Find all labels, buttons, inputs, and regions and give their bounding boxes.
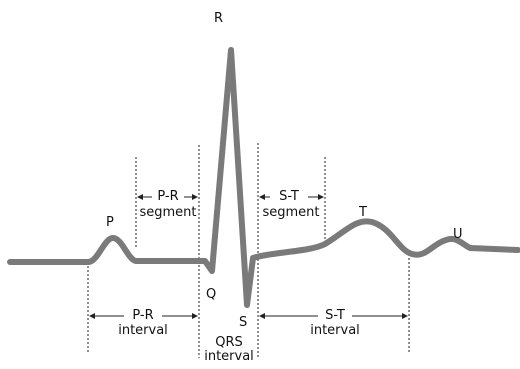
wave-label-r: R bbox=[214, 11, 224, 26]
qrs-interval-label-line1: QRS bbox=[215, 335, 243, 350]
pr-interval-label-line1: P-R bbox=[132, 308, 154, 323]
pr-segment-label-line1: P-R bbox=[157, 189, 179, 204]
qrs-interval-label-line2: interval bbox=[202, 349, 256, 364]
st-segment-label-line2: segment bbox=[260, 205, 322, 220]
st-segment-label-line1: S-T bbox=[279, 189, 299, 204]
wave-label-q: Q bbox=[206, 287, 217, 302]
pr-interval-label-line2: interval bbox=[118, 323, 168, 338]
ecg-trace bbox=[7, 47, 520, 308]
wave-label-s: S bbox=[239, 315, 248, 330]
wave-label-p: P bbox=[106, 215, 114, 230]
wave-label-u: U bbox=[453, 227, 463, 242]
boundary-lines bbox=[87, 143, 410, 358]
st-interval-label-line1: S-T bbox=[325, 308, 345, 323]
wave-label-t: T bbox=[359, 205, 367, 220]
pr-segment-label-line2: segment bbox=[139, 205, 197, 220]
st-interval-label-line2: interval bbox=[310, 323, 360, 338]
